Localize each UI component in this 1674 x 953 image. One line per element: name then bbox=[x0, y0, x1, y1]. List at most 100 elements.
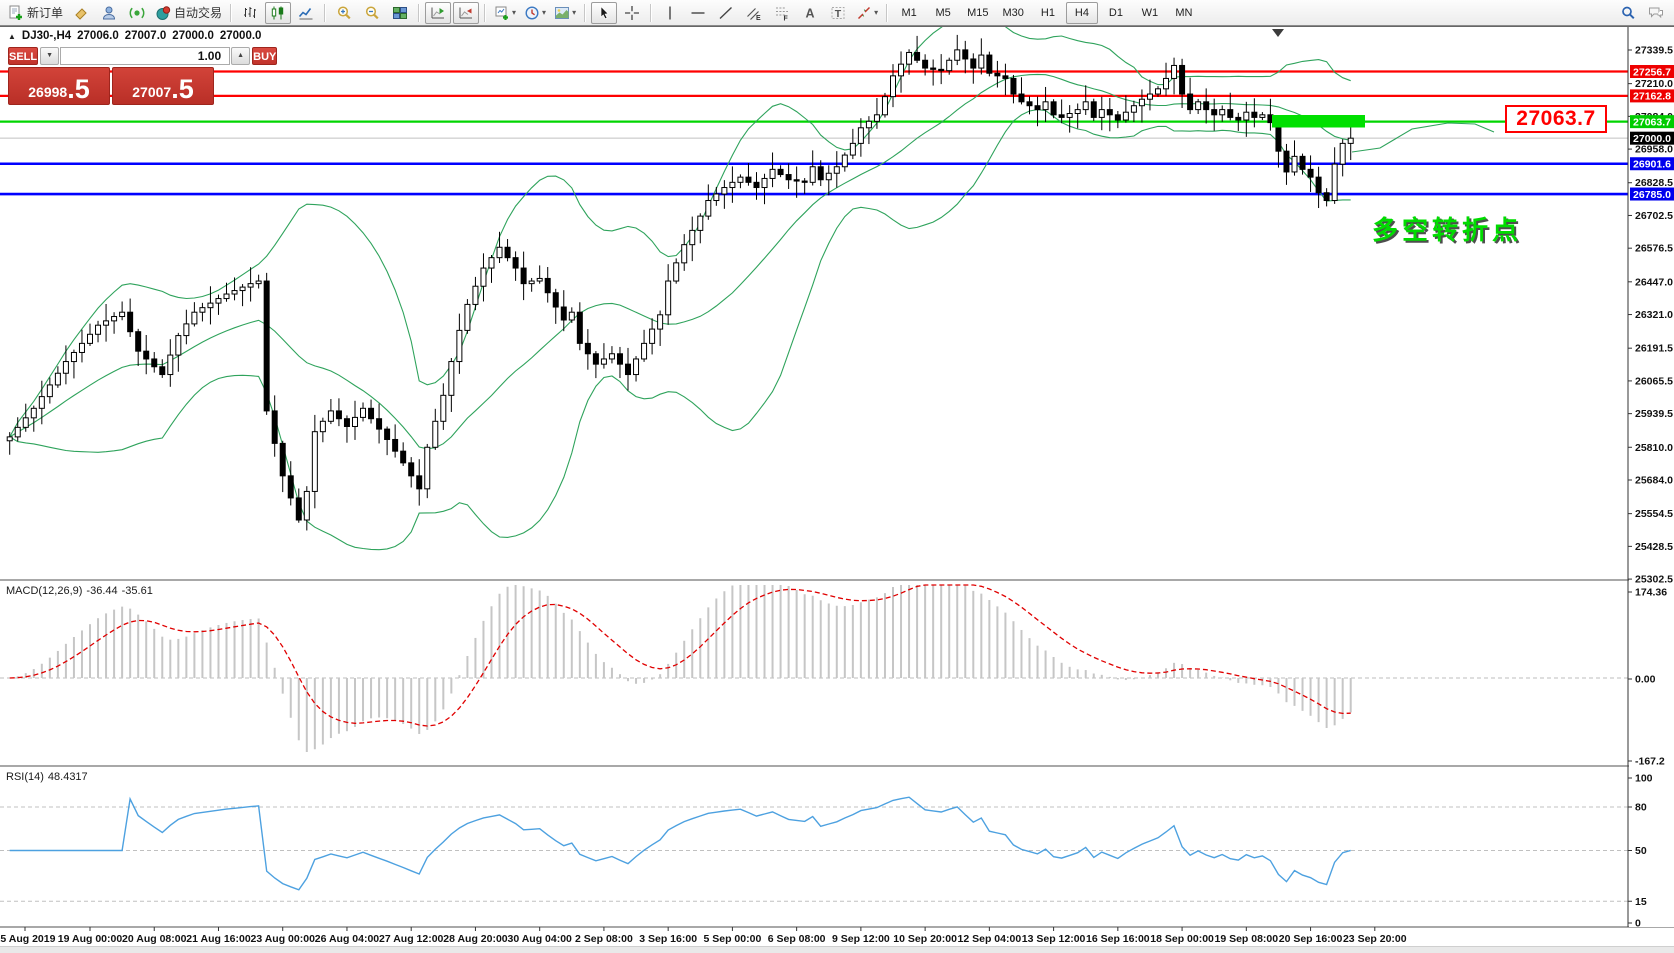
cursor-icon bbox=[596, 5, 612, 21]
arrows-button[interactable]: ▾ bbox=[853, 2, 881, 24]
trendline-button[interactable] bbox=[713, 2, 739, 24]
bar-chart-button[interactable] bbox=[237, 2, 263, 24]
fibonacci-button[interactable]: F bbox=[769, 2, 795, 24]
periods-button[interactable]: ▾ bbox=[521, 2, 549, 24]
crosshair-button[interactable] bbox=[619, 2, 645, 24]
svg-text:26447.0: 26447.0 bbox=[1635, 276, 1673, 288]
chevron-down-icon[interactable]: ▾ bbox=[512, 8, 517, 17]
text-button[interactable]: A bbox=[797, 2, 823, 24]
tf-m5-button[interactable]: M5 bbox=[927, 2, 959, 24]
chevron-down-icon[interactable]: ▾ bbox=[542, 8, 547, 17]
templates-button[interactable]: ▾ bbox=[551, 2, 579, 24]
main-toolbar: 新订单 自动交易 ▾ ▾ ▾ E F A T ▾ M1 M5 M15 M30 H1 H4 D1 W1 MN bbox=[0, 0, 1674, 26]
buy-button[interactable]: BUY bbox=[252, 47, 278, 65]
horizontal-line-button[interactable] bbox=[685, 2, 711, 24]
buy-price-button[interactable]: 27007.5 bbox=[112, 67, 214, 105]
turning-point-annotation[interactable]: 多空转折点 bbox=[1372, 215, 1523, 245]
signal-button[interactable] bbox=[124, 2, 150, 24]
profile-button[interactable] bbox=[96, 2, 122, 24]
svg-text:15: 15 bbox=[1635, 896, 1647, 908]
svg-text:27 Aug 12:00: 27 Aug 12:00 bbox=[379, 933, 444, 945]
zoom-out-icon bbox=[364, 5, 380, 21]
macd-title: MACD(12,26,9) bbox=[6, 585, 83, 597]
cursor-button[interactable] bbox=[591, 1, 618, 24]
main-chart-panel[interactable] bbox=[0, 26, 1628, 551]
profile-icon bbox=[101, 5, 117, 21]
band-tail-line bbox=[1351, 122, 1495, 153]
price-badge bbox=[1630, 131, 1674, 145]
svg-text:27256.7: 27256.7 bbox=[1633, 66, 1671, 78]
price-axis[interactable]: 27339.527210.027084.026958.026828.526702… bbox=[1628, 27, 1674, 930]
svg-text:2 Sep 08:00: 2 Sep 08:00 bbox=[575, 933, 633, 945]
channel-button[interactable]: E bbox=[741, 2, 767, 24]
collapse-panel-icon[interactable]: ▲ bbox=[8, 31, 16, 41]
candle-chart-button[interactable] bbox=[265, 1, 292, 24]
volume-decrease-button[interactable]: ▼ bbox=[40, 47, 60, 65]
svg-text:30 Aug 04:00: 30 Aug 04:00 bbox=[507, 933, 572, 945]
price-badge bbox=[1630, 157, 1674, 171]
tf-m30-button[interactable]: M30 bbox=[997, 2, 1030, 24]
volume-input[interactable] bbox=[60, 47, 231, 65]
svg-text:A: A bbox=[806, 6, 815, 20]
chevron-down-icon[interactable]: ▾ bbox=[874, 8, 879, 17]
time-axis[interactable]: 15 Aug 2019 19 Aug 00:00 20 Aug 08:00 21 Au… bbox=[0, 927, 1407, 945]
text-t-icon: T bbox=[830, 5, 846, 21]
sell-price-frac: .5 bbox=[67, 74, 90, 105]
svg-text:-167.2: -167.2 bbox=[1635, 756, 1665, 768]
tile-windows-button[interactable] bbox=[387, 2, 413, 24]
search-button[interactable] bbox=[1615, 2, 1641, 24]
toolbar-separator bbox=[324, 3, 327, 22]
bollinger-band-line bbox=[9, 109, 1351, 551]
new-chart-button[interactable]: ▾ bbox=[491, 2, 519, 24]
svg-text:10 Sep 20:00: 10 Sep 20:00 bbox=[893, 933, 957, 945]
symbol-header[interactable]: ▲ DJ30-,H4 27006.0 27007.0 27000.0 27000… bbox=[8, 30, 261, 42]
tf-m15-button[interactable]: M15 bbox=[961, 2, 994, 24]
chart-shift-button[interactable] bbox=[425, 1, 452, 24]
sell-price-button[interactable]: 26998.5 bbox=[8, 67, 110, 105]
sell-price-int: 26998 bbox=[28, 84, 68, 100]
sell-button[interactable]: SELL bbox=[8, 47, 39, 65]
line-chart-button[interactable] bbox=[293, 2, 319, 24]
rsi-line bbox=[9, 796, 1351, 891]
chevron-down-icon[interactable]: ▾ bbox=[572, 8, 577, 17]
svg-text:26321.0: 26321.0 bbox=[1635, 309, 1673, 321]
volume-increase-button[interactable]: ▲ bbox=[231, 47, 251, 65]
text-a-icon: A bbox=[802, 5, 818, 21]
chart-canvas[interactable]: 27339.527210.027084.026958.026828.526702… bbox=[0, 26, 1674, 952]
template-icon bbox=[554, 5, 570, 21]
green-rectangle-object[interactable] bbox=[1272, 115, 1365, 128]
tf-m1-button[interactable]: M1 bbox=[893, 2, 925, 24]
auto-scroll-button[interactable] bbox=[453, 1, 480, 24]
tf-d1-button-label: D1 bbox=[1108, 6, 1123, 19]
svg-text:19 Sep 08:00: 19 Sep 08:00 bbox=[1214, 933, 1278, 945]
toolbar-separator bbox=[886, 3, 889, 22]
tf-h1-button[interactable]: H1 bbox=[1032, 2, 1064, 24]
new-order-button[interactable]: 新订单 bbox=[5, 2, 66, 24]
chart-shift-marker[interactable] bbox=[1272, 29, 1284, 37]
macd-panel[interactable] bbox=[0, 584, 1628, 752]
bollinger-band-line bbox=[9, 27, 1351, 438]
search-icon bbox=[1620, 5, 1636, 21]
price-callout-label[interactable]: 27063.7 bbox=[1505, 105, 1607, 133]
eraser-button[interactable] bbox=[68, 2, 94, 24]
tf-w1-button[interactable]: W1 bbox=[1134, 2, 1166, 24]
bars-icon bbox=[242, 5, 258, 21]
hline-icon bbox=[690, 5, 706, 21]
svg-text:23 Aug 00:00: 23 Aug 00:00 bbox=[251, 933, 316, 945]
tf-d1-button[interactable]: D1 bbox=[1100, 2, 1132, 24]
zoom-in-button[interactable] bbox=[331, 2, 357, 24]
tf-h4-button[interactable]: H4 bbox=[1065, 1, 1098, 24]
chat-button[interactable] bbox=[1643, 2, 1669, 24]
rsi-indicator-label: RSI(14) 48.4317 bbox=[6, 771, 92, 783]
rsi-panel[interactable] bbox=[0, 796, 1628, 902]
svg-text:19 Aug 00:00: 19 Aug 00:00 bbox=[58, 933, 123, 945]
svg-text:100: 100 bbox=[1635, 773, 1653, 785]
toolbar-separator bbox=[584, 3, 587, 22]
svg-text:26065.5: 26065.5 bbox=[1635, 375, 1673, 387]
text-label-button[interactable]: T bbox=[825, 2, 851, 24]
auto-trading-button[interactable]: 自动交易 bbox=[152, 2, 225, 24]
chart-window: 27339.527210.027084.026958.026828.526702… bbox=[0, 26, 1674, 953]
tf-mn-button[interactable]: MN bbox=[1168, 2, 1200, 24]
vertical-line-button[interactable] bbox=[657, 2, 683, 24]
zoom-out-button[interactable] bbox=[359, 2, 385, 24]
